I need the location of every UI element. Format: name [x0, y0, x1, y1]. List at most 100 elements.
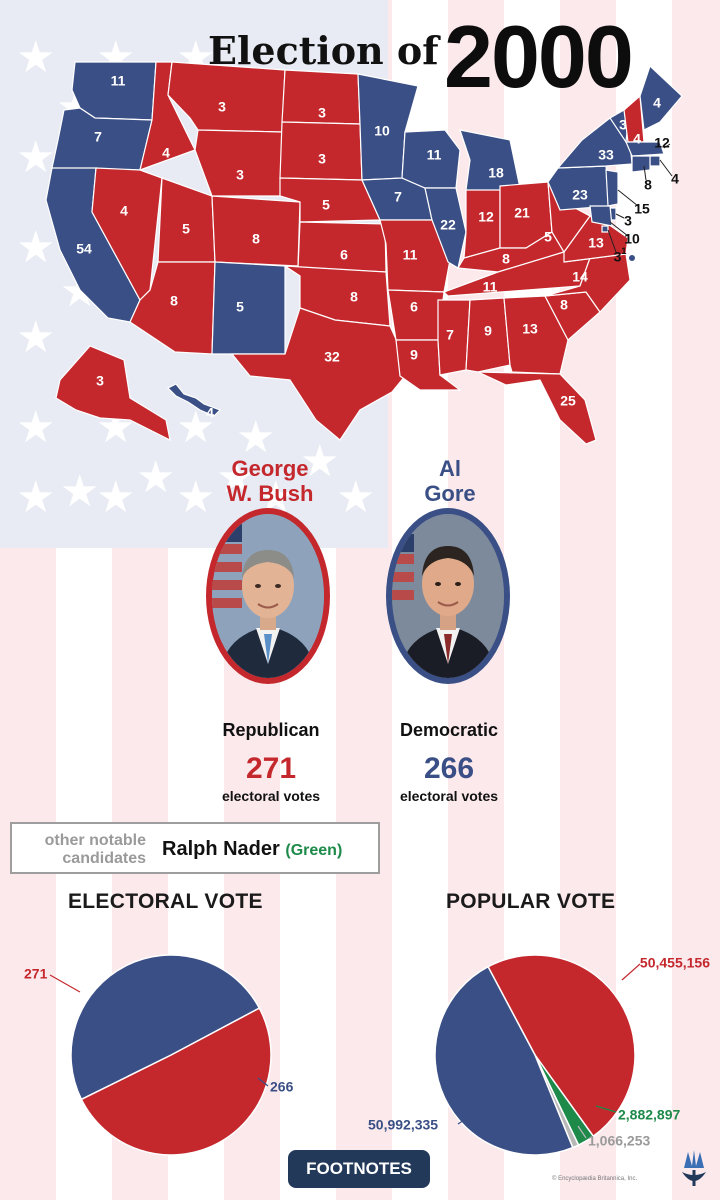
state-ev-ak: 3 — [96, 373, 104, 389]
state-ev-fl: 25 — [560, 393, 576, 409]
other-label-line2: candidates — [62, 850, 146, 867]
bush-ev-label: electoral votes — [221, 788, 321, 804]
flag-star: ★ — [16, 133, 56, 182]
gore-portrait — [386, 508, 510, 684]
flag-star: ★ — [300, 437, 340, 486]
state-ev-tn: 11 — [483, 279, 498, 295]
state-ev-ca: 54 — [76, 241, 92, 257]
pie-leader-1-1 — [595, 1105, 617, 1113]
state-ev-ms: 7 — [446, 327, 454, 343]
state-ev-mo: 11 — [403, 247, 418, 263]
state-ev-mn: 10 — [374, 123, 390, 139]
bush-portrait-image — [212, 514, 324, 678]
flag-star: ★ — [236, 413, 276, 462]
bush-name-line2: W. Bush — [226, 481, 314, 506]
electoral-vote-title: ELECTORAL VOTE — [68, 890, 263, 913]
gore-party: Democratic — [399, 720, 499, 740]
state-ev-de: 3 — [624, 213, 632, 229]
leader-line-dc — [607, 229, 617, 253]
state-ev-or: 7 — [94, 129, 102, 145]
state-al — [465, 297, 511, 373]
title: Election of 2000 — [208, 6, 668, 106]
state-ms — [437, 299, 471, 376]
state-nm — [211, 261, 286, 355]
flag-star: ★ — [16, 403, 56, 452]
state-ev-al: 9 — [484, 323, 492, 339]
state-ev-va: 13 — [588, 235, 604, 251]
state-ev-la: 9 — [410, 347, 418, 363]
other-candidates-label: other notable candidates — [14, 832, 146, 868]
pie-slice-1-3 — [434, 965, 574, 1156]
state-ev-ri: 4 — [671, 171, 679, 187]
state-ev-ut: 5 — [182, 221, 190, 237]
state-ev-az: 8 — [170, 293, 178, 309]
state-wy — [194, 129, 283, 197]
state-nc — [544, 253, 631, 313]
state-ev-ar: 6 — [410, 299, 418, 315]
state-ev-id: 4 — [162, 145, 170, 161]
other-candidates-box: other notable candidates Ralph Nader (Gr… — [10, 822, 380, 874]
state-ev-ma: 12 — [654, 135, 670, 151]
state-ev-nh: 4 — [633, 131, 641, 147]
state-ev-pa: 23 — [572, 187, 588, 203]
footnote-marker: 1 — [621, 246, 626, 256]
pie-label-1-3: 50,992,335 — [368, 1117, 438, 1133]
state-ev-nd: 3 — [318, 105, 326, 121]
nader-name: Ralph Nader — [162, 838, 280, 860]
state-ev-wy: 3 — [236, 167, 244, 183]
pie-leader-0-1 — [257, 1077, 269, 1087]
leader-line-ri — [659, 159, 673, 177]
flag-star: ★ — [176, 473, 216, 522]
pie-slice-0-0 — [80, 1007, 272, 1156]
pie-label-0-1: 266 — [270, 1079, 294, 1095]
bush-electoral-votes: 271 — [245, 752, 297, 785]
state-ev-me: 4 — [653, 95, 661, 111]
nader-party: (Green) — [285, 842, 343, 859]
state-ev-vt: 3 — [619, 117, 627, 133]
dc-dot — [629, 255, 635, 261]
bush-name-line1: George — [231, 456, 309, 481]
pie-slice-0-1 — [70, 954, 261, 1101]
state-ev-wi: 11 — [427, 147, 442, 163]
pie-charts: 271 266 50,455,156 2,882,897 1,066,253 50,992… — [24, 954, 710, 1156]
pie-label-0-0: 271 — [24, 966, 48, 982]
state-ct — [631, 155, 651, 173]
state-ev-sc: 8 — [560, 297, 568, 313]
pie-slice-1-0 — [487, 954, 636, 1138]
state-mt — [167, 61, 286, 133]
state-ev-sd: 3 — [318, 151, 326, 167]
state-md — [589, 205, 613, 227]
title-prefix: Election of — [208, 28, 439, 73]
pie-label-1-1: 2,882,897 — [618, 1107, 680, 1123]
leader-line-ct — [643, 165, 647, 181]
state-ri — [649, 155, 661, 167]
state-ma — [625, 141, 665, 157]
pie-label-1-2: 1,066,253 — [588, 1133, 650, 1149]
title-year: 2000 — [444, 7, 634, 106]
britannica-thistle-logo — [682, 1150, 706, 1186]
state-ev-ne: 5 — [322, 197, 330, 213]
state-ev-mi: 18 — [488, 165, 504, 181]
state-ev-wv: 5 — [544, 229, 552, 245]
bush-portrait — [206, 508, 330, 684]
bush-name: George W. Bush — [200, 456, 340, 506]
gore-portrait-image — [392, 514, 504, 678]
state-ev-ga: 13 — [522, 321, 538, 337]
state-ev-nj: 15 — [634, 201, 650, 217]
state-ev-co: 8 — [252, 231, 260, 247]
state-ev-ct: 8 — [644, 177, 652, 193]
state-tx — [230, 307, 411, 441]
state-fl — [477, 371, 597, 445]
nader-entry: Ralph Nader (Green) — [162, 838, 342, 861]
state-me — [639, 64, 683, 131]
state-ev-tx: 32 — [324, 349, 340, 365]
state-ev-oh: 21 — [514, 205, 530, 221]
flag-star: ★ — [96, 473, 136, 522]
gore-name-line2: Gore — [424, 481, 476, 506]
gore-ev-label: electoral votes — [399, 788, 499, 804]
flag-star: ★ — [16, 223, 56, 272]
footnotes-button[interactable]: FOOTNOTES — [288, 1150, 430, 1188]
flag-star: ★ — [16, 313, 56, 362]
flag-star: ★ — [336, 473, 376, 522]
